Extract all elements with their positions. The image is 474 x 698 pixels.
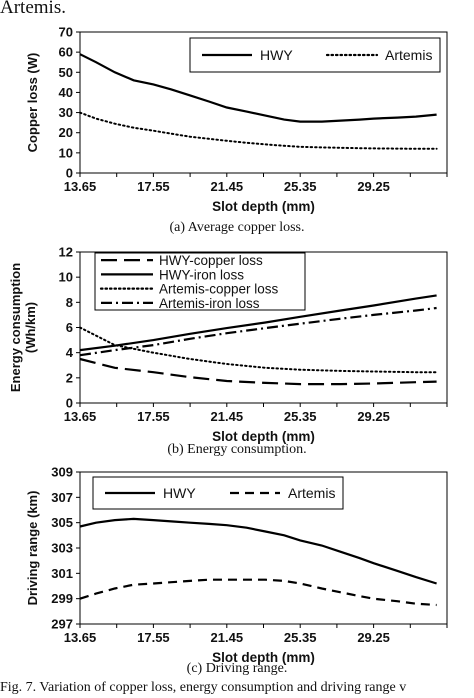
y-tick-label: 303 <box>51 541 73 556</box>
copper-loss-caption: (a) Average copper loss. <box>169 220 305 235</box>
top-text-fragment: Artemis. <box>0 0 66 18</box>
y-tick-label: 8 <box>66 295 73 310</box>
x-tick-label: 25.35 <box>284 179 317 194</box>
series-line-hwy-iron-loss <box>79 294 437 352</box>
x-tick-label: 21.45 <box>211 179 244 194</box>
legend-label: HWY <box>163 485 196 501</box>
x-axis-label: Slot depth (mm) <box>212 199 315 214</box>
y-tick-label: 30 <box>59 105 73 120</box>
y-tick-label: 307 <box>51 490 73 505</box>
figure-caption: Fig. 7. Variation of copper loss, energy… <box>0 680 407 695</box>
x-tick-label: 29.25 <box>357 179 390 194</box>
y-tick-label: 12 <box>59 245 73 260</box>
legend-label: HWY-copper loss <box>159 253 263 268</box>
energy-consumption-chart: 0 2 4 6 8 10 12 13.65 17.55 21.45 25.35 29.25 Slot d… <box>8 245 448 444</box>
x-tick-label: 13.65 <box>64 630 97 645</box>
x-tick-label: 29.25 <box>357 630 390 645</box>
legend-label: HWY-iron loss <box>159 267 244 282</box>
y-axis-label-line: Energy consumption <box>8 263 23 392</box>
legend-label: HWY <box>260 47 293 63</box>
x-tick-label: 25.35 <box>284 409 317 424</box>
x-tick-label: 17.55 <box>137 179 170 194</box>
series-line-hwy <box>79 53 437 123</box>
y-axis-label: Driving range (km) <box>25 491 40 606</box>
legend-label: Artemis <box>288 485 335 501</box>
y-tick-label: 4 <box>66 345 74 360</box>
x-axis-label: Slot depth (mm) <box>212 650 315 665</box>
y-tick-label: 301 <box>51 566 73 581</box>
series-line-artemis <box>79 578 437 607</box>
x-tick-label: 21.45 <box>211 630 244 645</box>
y-tick-label: 305 <box>51 515 73 530</box>
x-tick-label: 29.25 <box>357 409 390 424</box>
y-tick-label: 20 <box>59 125 73 140</box>
y-tick-label: 10 <box>59 270 73 285</box>
y-tick-label: 309 <box>51 465 73 480</box>
y-tick-label: 297 <box>51 617 73 632</box>
series-line-artemis-iron-loss <box>79 306 437 357</box>
series-line-artemis-copper-loss <box>79 326 438 374</box>
x-tick-label: 17.55 <box>137 630 170 645</box>
legend-label: Artemis <box>385 47 432 63</box>
x-axis-label: Slot depth (mm) <box>212 429 315 444</box>
driving-range-chart: 297 299 301 303 305 307 309 13.65 17.55 21.45 25.3… <box>25 465 448 665</box>
y-tick-label: 70 <box>59 25 73 40</box>
y-axis-label: Copper loss (W) <box>25 53 40 153</box>
driving-range-caption: (c) Driving range. <box>186 661 288 676</box>
series-line-hwy-copper-loss <box>79 357 437 386</box>
y-tick-label: 60 <box>59 45 73 60</box>
y-axis-label-line: (Wh/km) <box>23 302 38 353</box>
legend-box <box>94 252 306 311</box>
y-tick-label: 10 <box>59 145 73 160</box>
series-line-hwy <box>79 517 437 585</box>
energy-consumption-caption: (b) Energy consumption. <box>167 442 307 457</box>
legend-label: Artemis-iron loss <box>159 296 260 311</box>
y-tick-label: 0 <box>66 396 73 411</box>
x-tick-label: 21.45 <box>211 409 244 424</box>
y-axis-label: Energy consumption(Wh/km) <box>8 263 38 392</box>
y-tick-label: 50 <box>59 65 73 80</box>
series-line-artemis <box>79 111 438 150</box>
y-tick-label: 299 <box>51 591 73 606</box>
x-tick-label: 17.55 <box>137 409 170 424</box>
y-tick-label: 2 <box>66 370 73 385</box>
y-tick-label: 0 <box>66 166 73 181</box>
y-tick-label: 6 <box>66 320 73 335</box>
x-tick-label: 25.35 <box>284 630 317 645</box>
x-tick-label: 13.65 <box>64 409 97 424</box>
legend-label: Artemis-copper loss <box>159 282 279 297</box>
y-tick-label: 40 <box>59 85 73 100</box>
copper-loss-chart: 0 10 20 30 40 50 60 70 13.65 17.55 21.45 25.35 29.25… <box>25 25 448 214</box>
x-tick-label: 13.65 <box>64 179 97 194</box>
